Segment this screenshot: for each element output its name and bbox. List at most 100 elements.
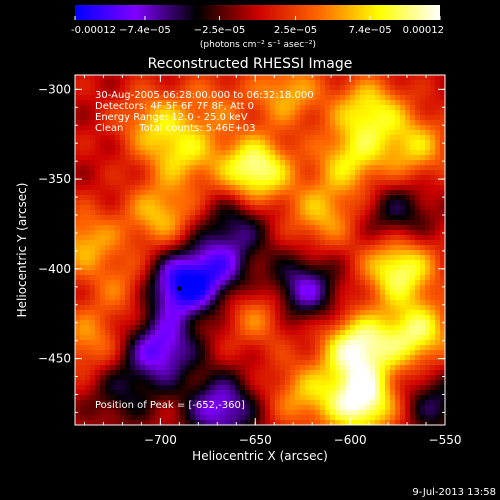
heatmap-cell [85,215,91,221]
heatmap-cell [340,75,346,81]
heatmap-cell [310,90,316,96]
heatmap-cell [275,135,281,141]
heatmap-cell [125,240,131,246]
heatmap-cell [245,205,251,211]
heatmap-cell [440,135,445,141]
heatmap-cell [245,245,251,251]
heatmap-cell [275,395,281,401]
heatmap-cell [150,105,156,111]
heatmap-cell [305,80,311,86]
heatmap-cell [115,235,121,241]
heatmap-cell [175,345,181,351]
heatmap-cell [340,80,346,86]
heatmap-cell [90,390,96,396]
heatmap-cell [295,275,301,281]
heatmap-cell [95,345,101,351]
heatmap-cell [180,345,186,351]
heatmap-cell [85,80,91,86]
heatmap-cell [400,210,406,216]
heatmap-cell [150,260,156,266]
heatmap-cell [365,100,371,106]
heatmap-cell [160,140,166,146]
heatmap-cell [415,245,421,251]
heatmap-cell [395,245,401,251]
heatmap-cell [165,360,171,366]
heatmap-cell [355,300,361,306]
heatmap-cell [410,390,416,396]
heatmap-cell [170,250,176,256]
heatmap-cell [270,355,276,361]
heatmap-cell [280,250,286,256]
heatmap-cell [375,380,381,386]
heatmap-cell [405,375,411,381]
heatmap-cell [100,115,106,121]
heatmap-cell [250,245,256,251]
heatmap-cell [95,395,101,401]
heatmap-cell [385,140,391,146]
heatmap-cell [265,345,271,351]
heatmap-cell [305,190,311,196]
heatmap-cell [375,160,381,166]
heatmap-cell [255,100,261,106]
heatmap-cell [75,80,81,86]
heatmap-cell [220,350,226,356]
heatmap-cell [210,305,216,311]
heatmap-cell [235,105,241,111]
heatmap-cell [415,370,421,376]
heatmap-cell [160,185,166,191]
heatmap-cell [125,125,131,131]
heatmap-cell [400,330,406,336]
heatmap-cell [305,370,311,376]
heatmap-cell [160,260,166,266]
heatmap-cell [340,320,346,326]
heatmap-cell [415,260,421,266]
heatmap-cell [365,140,371,146]
heatmap-cell [320,230,326,236]
heatmap-cell [350,240,356,246]
heatmap-cell [100,350,106,356]
heatmap-cell [100,280,106,286]
heatmap-cell [345,175,351,181]
heatmap-cell [275,145,281,151]
heatmap-cell [180,225,186,231]
heatmap-cell [215,310,221,316]
heatmap-cell [265,335,271,341]
heatmap-cell [115,140,121,146]
heatmap-cell [365,190,371,196]
heatmap-cell [85,175,91,181]
heatmap-cell [230,300,236,306]
heatmap-cell [305,260,311,266]
heatmap-cell [195,335,201,341]
heatmap-cell [340,205,346,211]
heatmap-cell [435,255,441,261]
heatmap-cell [440,90,445,96]
heatmap-cell [165,145,171,151]
heatmap-cell [345,305,351,311]
heatmap-cell [355,340,361,346]
heatmap-cell [130,150,136,156]
heatmap-cell [425,325,431,331]
heatmap-cell [165,305,171,311]
heatmap-cell [440,275,445,281]
heatmap-cell [185,380,191,386]
heatmap-cell [125,305,131,311]
heatmap-cell [80,160,86,166]
heatmap-cell [145,90,151,96]
heatmap-cell [355,350,361,356]
heatmap-cell [210,95,216,101]
heatmap-cell [105,285,111,291]
heatmap-cell [435,100,441,106]
heatmap-cell [75,220,81,226]
heatmap-cell [220,200,226,206]
heatmap-cell [215,200,221,206]
heatmap-cell [95,320,101,326]
heatmap-cell [330,95,336,101]
heatmap-cell [150,380,156,386]
heatmap-cell [155,400,161,406]
heatmap-cell [140,255,146,261]
heatmap-cell [355,275,361,281]
heatmap-cell [95,390,101,396]
heatmap-cell [125,200,131,206]
heatmap-cell [440,155,445,161]
heatmap-cell [295,405,301,411]
